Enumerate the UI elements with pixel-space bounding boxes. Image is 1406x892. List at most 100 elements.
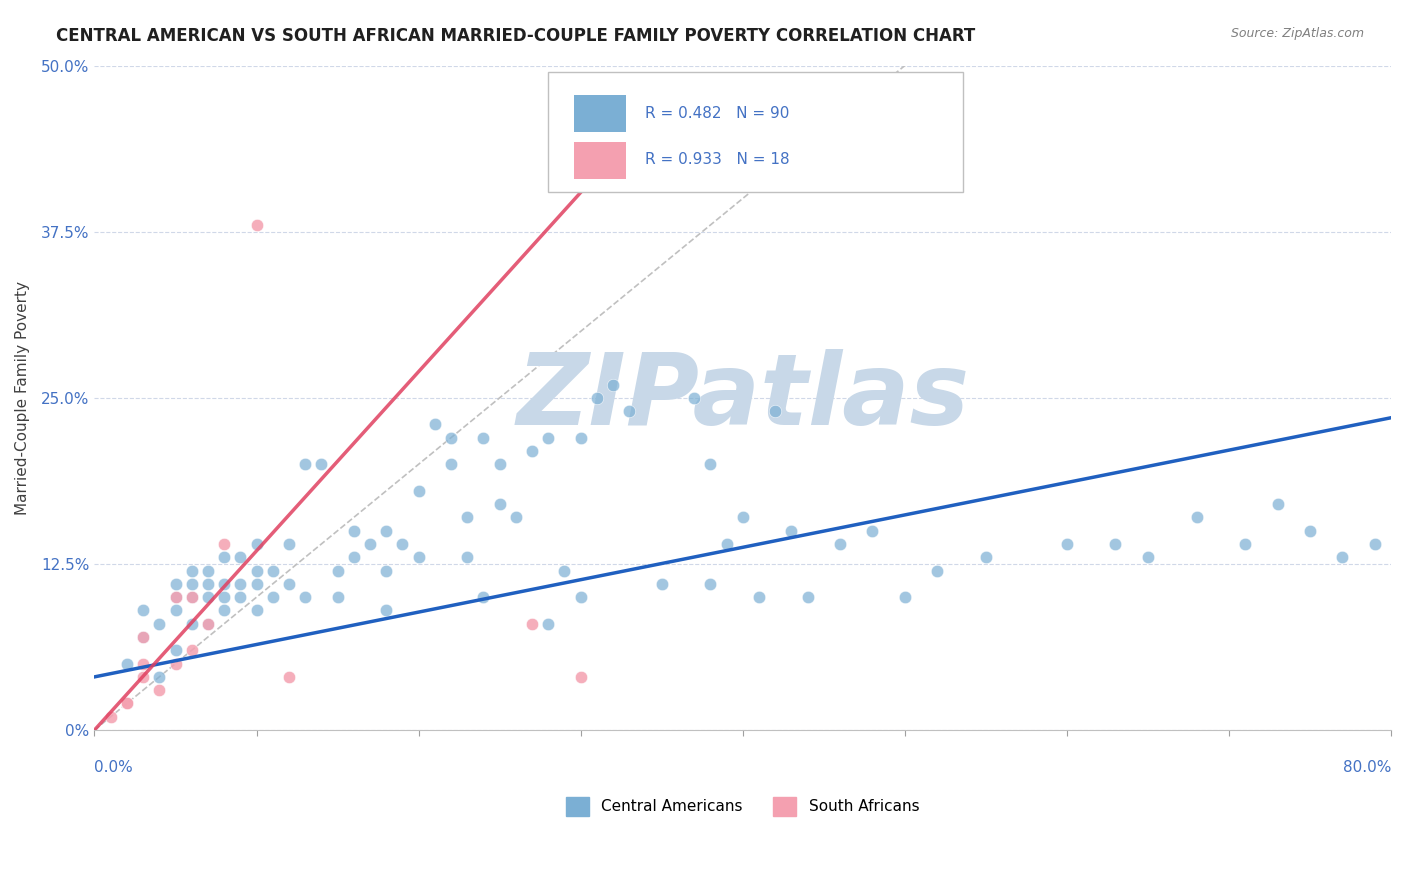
Point: [115, 697, 138, 711]
Point: [974, 550, 997, 565]
Point: [699, 577, 721, 591]
Point: [375, 524, 398, 538]
Point: [488, 497, 510, 511]
Point: [311, 457, 333, 471]
Point: [569, 590, 592, 604]
Point: [343, 524, 366, 538]
Point: [423, 417, 446, 432]
Point: [212, 590, 235, 604]
Point: [165, 577, 187, 591]
Point: [1185, 510, 1208, 524]
Point: [294, 457, 316, 471]
Point: [440, 457, 463, 471]
Point: [245, 218, 267, 232]
Point: [456, 550, 478, 565]
Point: [180, 564, 202, 578]
Point: [1299, 524, 1322, 538]
Point: [1136, 550, 1159, 565]
Point: [602, 377, 624, 392]
Point: [197, 590, 219, 604]
Point: [860, 524, 883, 538]
Point: [828, 537, 851, 551]
Y-axis label: Married-Couple Family Poverty: Married-Couple Family Poverty: [15, 281, 30, 515]
Point: [391, 537, 413, 551]
Point: [894, 590, 917, 604]
Point: [1331, 550, 1354, 565]
Text: Source: ZipAtlas.com: Source: ZipAtlas.com: [1230, 27, 1364, 40]
Point: [180, 643, 202, 657]
Point: [180, 616, 202, 631]
Point: [569, 431, 592, 445]
Text: CENTRAL AMERICAN VS SOUTH AFRICAN MARRIED-COUPLE FAMILY POVERTY CORRELATION CHAR: CENTRAL AMERICAN VS SOUTH AFRICAN MARRIE…: [56, 27, 976, 45]
Point: [197, 616, 219, 631]
Point: [278, 577, 301, 591]
Point: [619, 152, 641, 166]
FancyBboxPatch shape: [574, 142, 626, 178]
Point: [1234, 537, 1257, 551]
Point: [197, 616, 219, 631]
Point: [520, 444, 543, 458]
Point: [375, 564, 398, 578]
Point: [488, 457, 510, 471]
Point: [245, 564, 267, 578]
Point: [212, 550, 235, 565]
Point: [212, 577, 235, 591]
Point: [115, 657, 138, 671]
Point: [229, 550, 252, 565]
Point: [132, 630, 155, 644]
Point: [1267, 497, 1289, 511]
Point: [456, 510, 478, 524]
Point: [472, 431, 495, 445]
Point: [165, 657, 187, 671]
Point: [586, 391, 609, 405]
Point: [115, 697, 138, 711]
Point: [245, 537, 267, 551]
Point: [731, 510, 754, 524]
Point: [278, 537, 301, 551]
Point: [165, 590, 187, 604]
Point: [326, 564, 349, 578]
Text: R = 0.933   N = 18: R = 0.933 N = 18: [645, 153, 790, 168]
Point: [359, 537, 381, 551]
Point: [100, 710, 122, 724]
Text: 0.0%: 0.0%: [94, 760, 134, 775]
Point: [716, 537, 738, 551]
Point: [148, 670, 170, 684]
Legend: Central Americans, South Africans: Central Americans, South Africans: [560, 791, 925, 822]
Point: [666, 112, 689, 126]
Point: [262, 590, 284, 604]
Point: [343, 550, 366, 565]
Point: [537, 431, 560, 445]
Point: [180, 590, 202, 604]
Point: [472, 590, 495, 604]
Point: [229, 577, 252, 591]
Point: [408, 550, 430, 565]
Point: [148, 616, 170, 631]
Point: [148, 683, 170, 698]
Point: [408, 483, 430, 498]
Point: [1104, 537, 1126, 551]
Point: [165, 603, 187, 617]
Point: [212, 537, 235, 551]
Point: [180, 577, 202, 591]
Text: 80.0%: 80.0%: [1343, 760, 1391, 775]
Point: [197, 564, 219, 578]
Point: [132, 657, 155, 671]
Point: [180, 590, 202, 604]
Point: [619, 404, 641, 418]
Point: [278, 670, 301, 684]
Point: [440, 431, 463, 445]
Point: [229, 590, 252, 604]
Point: [505, 510, 527, 524]
Point: [132, 630, 155, 644]
Point: [197, 577, 219, 591]
Point: [553, 564, 575, 578]
Point: [294, 590, 316, 604]
Point: [245, 603, 267, 617]
Text: R = 0.482   N = 90: R = 0.482 N = 90: [645, 106, 790, 121]
Point: [262, 564, 284, 578]
Point: [245, 577, 267, 591]
Point: [651, 577, 673, 591]
Point: [748, 590, 770, 604]
Point: [927, 564, 949, 578]
